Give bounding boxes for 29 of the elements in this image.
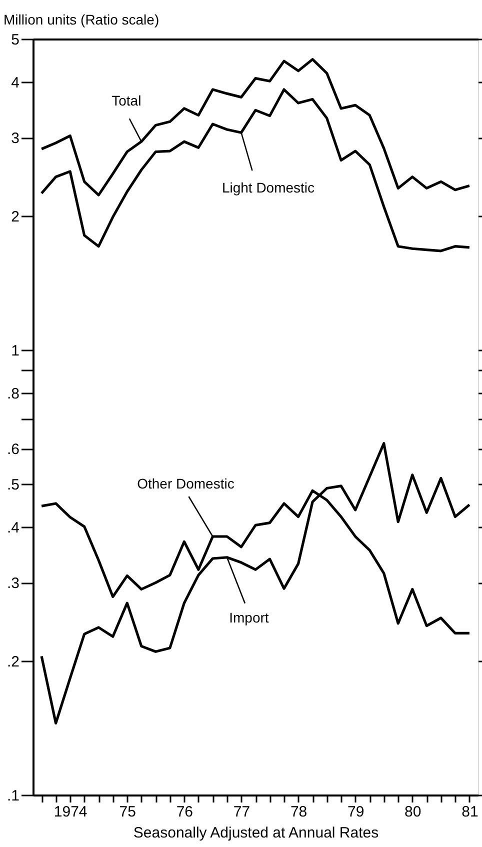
y-axis-title: Million units (Ratio scale) [4,12,160,28]
y-tick-label: 4 [11,74,20,92]
x-tick-label: 75 [119,804,136,820]
x-tick-label: 78 [290,804,308,820]
y-tick-label: .4 [6,520,20,537]
x-tick-label: 1974 [54,804,88,820]
text: Other Domestic [137,476,234,492]
x-tick-label: 80 [404,804,422,820]
line-series [40,88,471,252]
series-label: Total [112,92,142,109]
y-tick-label: 3 [11,130,20,148]
y-tick-label: 1 [11,342,20,360]
x-tick-label: 81 [462,804,478,820]
x-axis-title: Seasonally Adjusted at Annual Rates [133,824,379,842]
y-tick-label: .6 [6,441,20,458]
y-tick-label: 5 [11,32,20,48]
line-series [40,442,471,724]
y-tick-label: .5 [6,476,20,494]
y-tick-label: .3 [6,575,20,592]
y-tick-label: .8 [6,386,20,403]
y-tick-label: 2 [11,208,20,226]
series-label: Import [229,609,269,626]
text: Light Domestic [222,180,315,196]
y-tick-label: .1 [6,788,20,804]
x-tick-label: 79 [347,804,364,820]
line-series [40,58,471,196]
x-tick-label: 77 [233,804,250,820]
x-tick-label: 76 [176,804,194,820]
y-tick-label: .2 [6,654,20,671]
